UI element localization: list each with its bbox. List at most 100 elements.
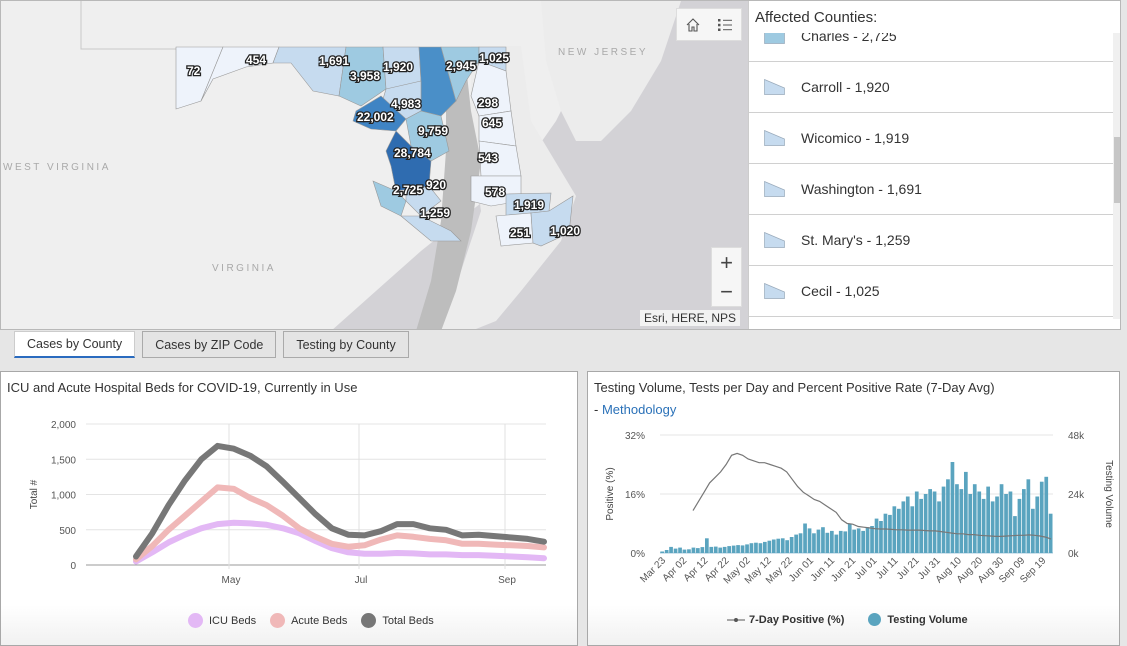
scrollbar-thumb[interactable] [1114,137,1120,203]
county-list[interactable]: Charles - 2,725 Carroll - 1,920 Wicomico -… [749,33,1113,319]
county-label: 9,759 [418,124,448,138]
y-tick-label: 1,000 [51,491,76,502]
legend-label: ICU Beds [209,614,257,627]
polygon-swatch-icon [764,33,785,44]
home-button[interactable] [677,9,709,40]
volume-bar [767,540,772,553]
map-panel[interactable]: WEST VIRGINIA VIRGINIA NEW JERSEY 72 454… [0,0,1121,330]
y-axis-label: Total # [29,479,40,509]
county-label: 1,919 [514,198,544,212]
volume-bar [821,527,825,553]
volume-bar [776,538,781,553]
volume-bar [968,494,973,553]
affected-counties-panel: Affected Counties: Charles - 2,725 Carrol… [748,1,1120,329]
county-list-label: Carroll - 1,920 [801,79,890,95]
x-tick-label: Jul [355,575,368,586]
volume-bar [919,498,923,553]
county-list-label: Wicomico - 1,919 [801,130,910,146]
legend-item-positive[interactable]: 7-Day Positive (%) [727,614,844,626]
list-scrollbar[interactable] [1113,33,1120,319]
link-prefix: - [594,402,602,417]
county-list-item[interactable]: St. Mary's - 1,259 [749,215,1113,266]
county-list-item[interactable]: Wicomico - 1,919 [749,113,1113,164]
county-label: 1,025 [479,51,509,65]
tab-cases-by-zip-code[interactable]: Cases by ZIP Code [142,331,277,358]
zoom-in-button[interactable]: + [720,249,733,275]
methodology-link[interactable]: Methodology [601,402,677,417]
testing-volume-title: Testing Volume, Tests per Day and Percen… [594,380,995,395]
legend-item-acute[interactable]: Acute Beds [270,613,347,628]
hospital-beds-chart: 0 500 1,000 1,500 2,000 May Jul Sep Total # [29,420,547,586]
y-right-tick-label: 24k [1068,490,1085,501]
polygon-swatch-icon [764,232,785,248]
volume-bar [754,542,758,553]
state-boundary [80,1,176,50]
legend-item-icu[interactable]: ICU Beds [188,613,256,628]
volume-bar [785,540,789,553]
volume-bar [718,547,723,553]
volume-bar [990,501,995,553]
volume-bar [1026,479,1031,554]
y-right-tick-label: 48k [1068,431,1085,442]
volume-bar [923,494,928,553]
volume-bar [736,545,740,553]
x-tick-label: Jul 01 [853,555,880,582]
county-list-item[interactable]: Carroll - 1,920 [749,62,1113,113]
legend-label: Total Beds [382,614,434,627]
y-tick-label: 500 [59,526,76,537]
tab-cases-by-county[interactable]: Cases by County [14,331,136,358]
new-jersey-land [541,1,681,141]
volume-bar [879,521,883,553]
polygon-swatch-icon [764,283,785,299]
county-shapes[interactable] [175,46,574,247]
volume-bar [1017,498,1022,553]
x-tick-label: Jul 11 [874,555,900,581]
legend-item-total[interactable]: Total Beds [361,613,434,628]
county-label: 28,784 [394,146,431,160]
hospital-beds-title: ICU and Acute Hospital Beds for COVID-19… [7,380,358,395]
volume-bar [834,534,839,553]
county-list-label: St. Mary's - 1,259 [801,232,911,248]
county-label: 4,983 [391,97,421,111]
tab-testing-by-county[interactable]: Testing by County [283,331,409,358]
volume-bar [740,545,745,553]
county-list-item[interactable]: Cecil - 1,025 [749,266,1113,317]
volume-bar [749,543,754,553]
volume-bar [1044,476,1049,553]
volume-bar [789,537,794,553]
legend-button[interactable] [709,9,741,40]
volume-bar [830,530,834,553]
volume-bar [905,496,910,553]
volume-bar [1022,489,1026,553]
state-label-new-jersey: NEW JERSEY [558,47,648,58]
zoom-controls: + − [711,247,742,307]
volume-bar [981,498,986,553]
volume-bar [937,501,941,553]
volume-bar [1048,513,1053,553]
volume-bar [669,546,673,553]
county-label: 72 [187,64,201,78]
volume-bar [972,484,977,553]
volume-bar [713,546,718,553]
y-tick-label: 0 [70,561,76,572]
county-value-labels: 72 454 1,691 3,958 1,920 2,945 1,025 4,9… [186,50,582,242]
polygon-swatch-icon [764,79,785,95]
hospital-beds-card: ICU and Acute Hospital Beds for COVID-19… [0,371,578,646]
county-list-item[interactable]: Charles - 2,725 [749,33,1113,62]
county-list-item[interactable]: Washington - 1,691 [749,164,1113,215]
county-label: 298 [478,96,498,110]
volume-bar [763,541,767,553]
volume-bar [758,543,763,553]
volume-bar [1039,481,1044,553]
y-left-tick-label: 16% [625,490,645,501]
legend-item-volume[interactable]: Testing Volume [858,613,968,626]
zoom-out-button[interactable]: − [720,278,733,304]
y-right-tick-label: 0k [1068,549,1080,560]
county-label: 3,958 [350,69,380,83]
legend-background [588,605,1119,645]
county-label: 2,725 [393,183,423,197]
y-left-tick-label: 0% [631,549,646,560]
volume-bar [928,489,932,553]
volume-bar [874,518,879,553]
home-icon [686,17,700,32]
